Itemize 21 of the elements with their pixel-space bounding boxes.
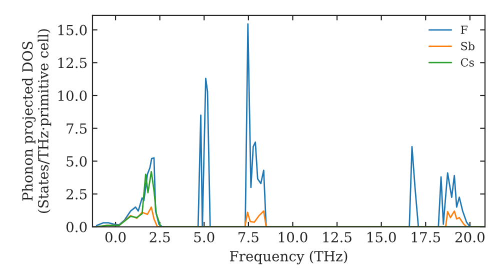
x-tick-label: 7.5: [238, 232, 258, 242]
x-tick-label: 0.0: [105, 232, 126, 242]
legend-label: Cs: [460, 58, 474, 67]
legend-label: Sb: [461, 42, 474, 50]
y-tick-label: 2.5: [66, 188, 87, 200]
x-tick-label: 2.5: [150, 232, 170, 242]
x-tick-label: 10.0: [278, 232, 308, 242]
x-tick-label: 12.5: [323, 232, 352, 242]
y-tick-label: 7.5: [66, 123, 87, 134]
y-tick-label: 12.5: [58, 58, 87, 68]
legend-label: F: [460, 26, 468, 34]
y-tick-label: 15.0: [58, 24, 87, 36]
y-axis-title: Phonon projected DOS (States/THz·primitive cell): [22, 29, 52, 213]
y-tick-label: 10.0: [58, 90, 87, 101]
x-tick-label: 5.0: [194, 232, 214, 242]
x-tick-label: 17.5: [412, 232, 440, 242]
x-tick-label: 20.0: [455, 232, 484, 242]
y-tick-label: 5.0: [66, 156, 87, 167]
x-axis-title: Frequency (THz): [230, 250, 348, 264]
x-tick-label: 15.0: [368, 232, 396, 242]
y-tick-label: 0.0: [66, 222, 87, 232]
